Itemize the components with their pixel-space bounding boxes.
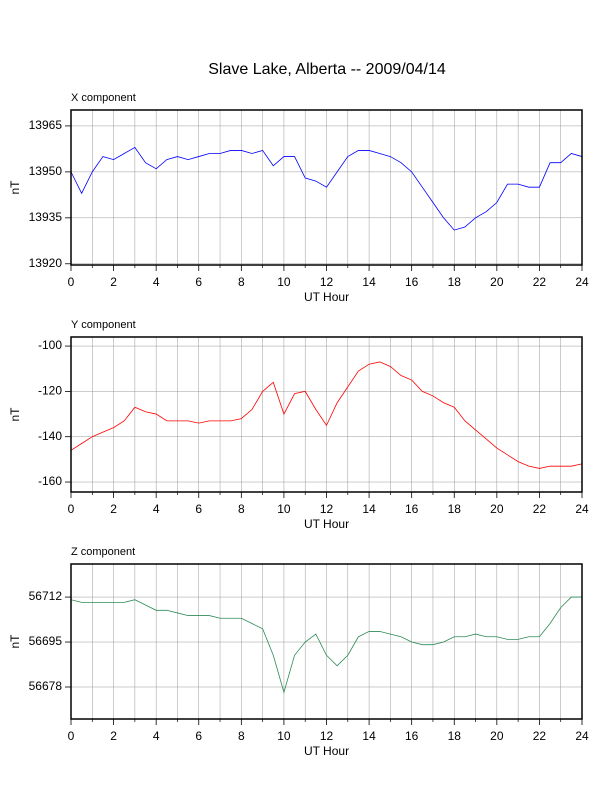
x-tick-label: 22: [533, 502, 547, 516]
y-tick-label: 56712: [29, 589, 63, 603]
subplot-title: Y component: [71, 319, 136, 331]
x-tick-label: 4: [153, 275, 160, 289]
x-tick-label: 2: [110, 729, 117, 743]
x-tick-label: 18: [448, 729, 462, 743]
x-tick-label: 6: [195, 729, 202, 743]
x-tick-label: 24: [575, 275, 589, 289]
x-tick-label: 24: [575, 729, 589, 743]
x-tick-label: 10: [277, 502, 291, 516]
x-tick-label: 22: [533, 729, 547, 743]
x-axis-label: UT Hour: [304, 517, 349, 531]
x-tick-label: 2: [110, 502, 117, 516]
x-tick-label: 4: [153, 502, 160, 516]
subplot-title: X component: [71, 92, 136, 104]
subplot-title: Z component: [71, 546, 135, 558]
y-tick-label: 13920: [29, 256, 63, 270]
x-tick-label: 10: [277, 275, 291, 289]
plot-frame: [70, 563, 583, 720]
y-tick-label: 13965: [29, 118, 63, 132]
x-tick-label: 12: [320, 275, 334, 289]
x-tick-label: 16: [405, 275, 419, 289]
x-tick-label: 24: [575, 502, 589, 516]
x-tick-label: 14: [362, 275, 376, 289]
x-axis-label: UT Hour: [304, 744, 349, 758]
x-tick-label: 14: [362, 502, 376, 516]
x-tick-label: 18: [448, 502, 462, 516]
x-tick-label: 0: [68, 502, 75, 516]
x-axis-label: UT Hour: [304, 290, 349, 304]
x-tick-label: 20: [490, 729, 504, 743]
x-tick-label: 8: [238, 729, 245, 743]
y-tick-label: -120: [38, 384, 62, 398]
y-tick-label: -140: [38, 429, 62, 443]
y-tick-label: 13950: [29, 164, 63, 178]
x-tick-label: 0: [68, 275, 75, 289]
plot-frame: [70, 336, 583, 493]
x-tick-label: 18: [448, 275, 462, 289]
x-tick-label: 4: [153, 729, 160, 743]
x-tick-label: 8: [238, 275, 245, 289]
data-line: [70, 361, 583, 469]
y-axis-label: nT: [8, 634, 22, 649]
plot-frame: [70, 109, 583, 266]
y-tick-label: -160: [38, 474, 62, 488]
y-axis-label: nT: [8, 407, 22, 422]
x-tick-label: 16: [405, 729, 419, 743]
data-line: [70, 596, 582, 694]
x-tick-label: 0: [68, 729, 75, 743]
data-line: [70, 146, 583, 231]
x-tick-label: 22: [533, 275, 547, 289]
x-tick-label: 12: [320, 729, 334, 743]
y-tick-label: 56678: [29, 679, 63, 693]
y-tick-label: 13935: [29, 210, 63, 224]
x-tick-label: 12: [320, 502, 334, 516]
x-tick-label: 20: [490, 275, 504, 289]
x-tick-label: 10: [277, 729, 291, 743]
x-tick-label: 6: [195, 502, 202, 516]
y-axis-label: nT: [8, 180, 22, 195]
y-tick-label: -100: [38, 338, 62, 352]
page-title: Slave Lake, Alberta -- 2009/04/14: [208, 61, 446, 78]
y-tick-label: 56695: [29, 634, 63, 648]
x-tick-label: 20: [490, 502, 504, 516]
x-tick-label: 2: [110, 275, 117, 289]
x-tick-label: 14: [362, 729, 376, 743]
x-tick-label: 6: [195, 275, 202, 289]
x-tick-label: 8: [238, 502, 245, 516]
x-tick-label: 16: [405, 502, 419, 516]
